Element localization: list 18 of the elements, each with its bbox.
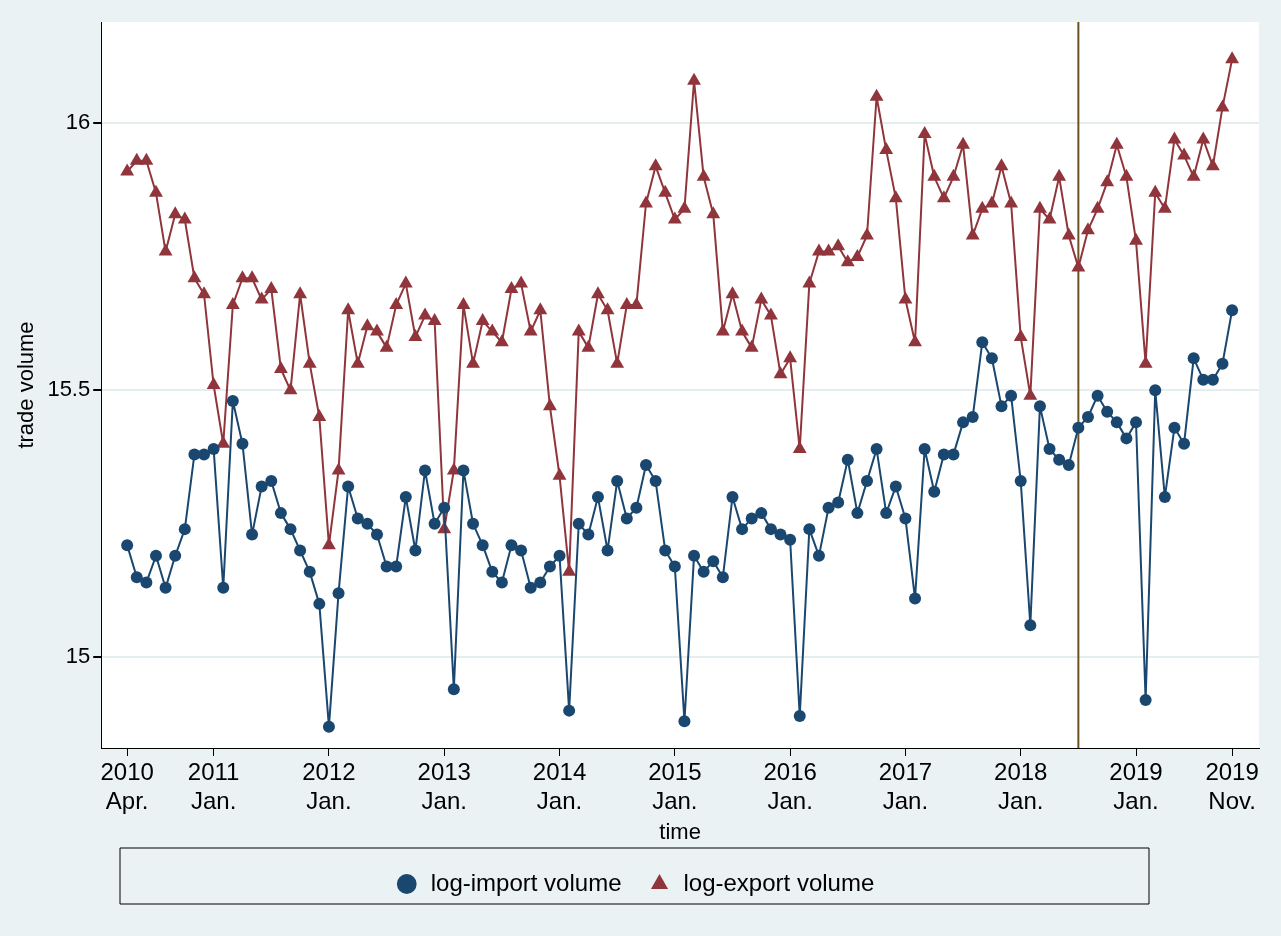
x-tick-label: 2018 Jan.	[994, 758, 1048, 814]
x-tick-label: 2012 Jan.	[302, 758, 356, 814]
y-tick-label: 16	[65, 109, 91, 135]
x-tick-label: 2013 Jan.	[417, 758, 471, 814]
legend-label: log-import volume	[430, 868, 622, 896]
x-tick-label: 2010 Apr.	[100, 758, 154, 814]
x-tick-label: 2019 Jan.	[1109, 758, 1163, 814]
y-tick-label: 15.5	[47, 376, 91, 402]
x-tick-label: 2019 Nov.	[1205, 758, 1259, 814]
x-tick-label: 2015 Jan.	[648, 758, 702, 814]
x-tick-label: 2011 Jan.	[187, 758, 240, 814]
x-tick-label: 2016 Jan.	[763, 758, 817, 814]
x-tick-label: 2014 Jan.	[532, 758, 587, 814]
x-axis-title: time	[659, 818, 701, 844]
x-tick-label: 2017 Jan.	[878, 758, 933, 814]
y-axis-title: trade volume	[13, 321, 39, 449]
y-tick-label: 15	[65, 643, 91, 669]
legend-label: log-export volume	[683, 868, 875, 896]
